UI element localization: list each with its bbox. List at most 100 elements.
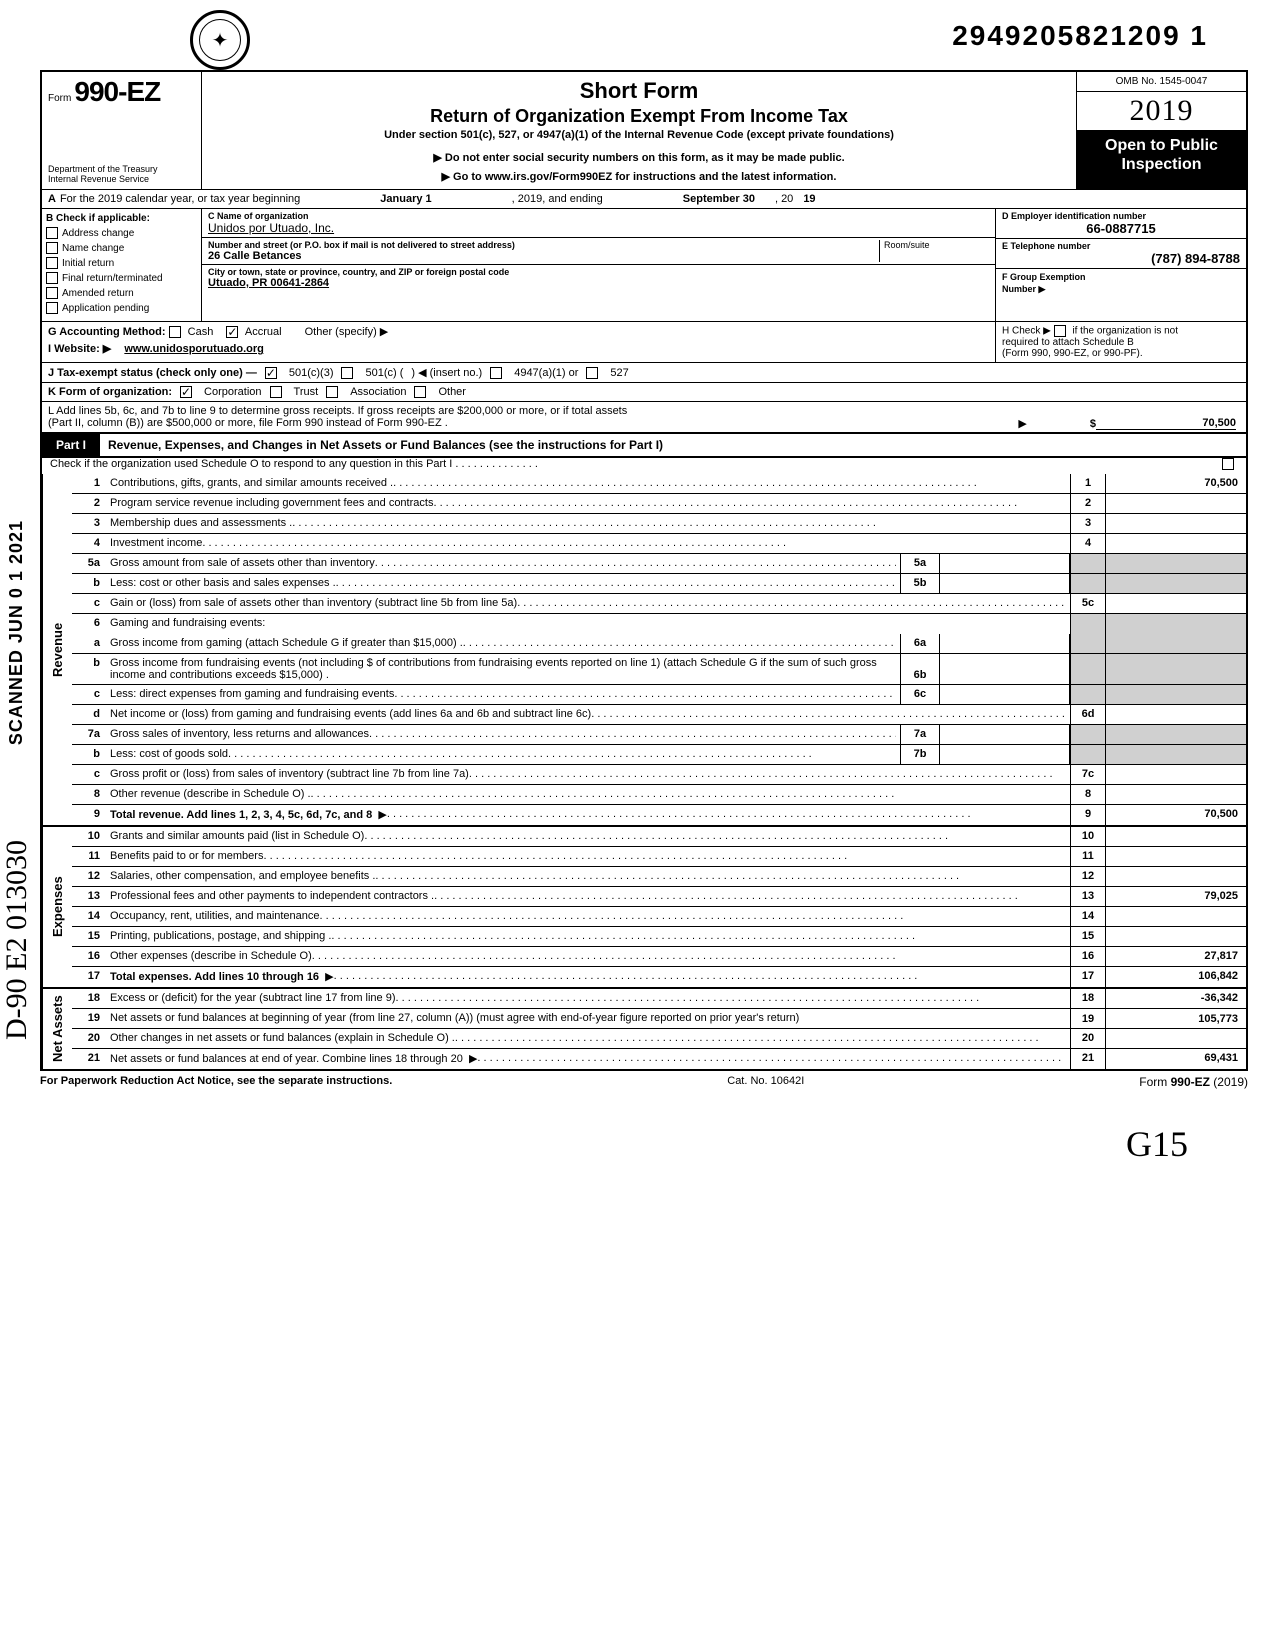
line-5a-value [1106,554,1246,573]
row-a-tax-year: A For the 2019 calendar year, or tax yea… [40,189,1248,209]
lbl-amended-return: Amended return [62,288,134,299]
dept-irs: Internal Revenue Service [48,175,195,185]
line-11: 11 Benefits paid to or for members 11 [72,847,1246,867]
lbl-other-org: Other [438,386,466,398]
line-7b-midval [940,745,1070,764]
line-5b: b Less: cost or other basis and sales ex… [72,574,1246,594]
line-5a: 5a Gross amount from sale of assets othe… [72,554,1246,574]
footer-center: Cat. No. 10642I [727,1075,804,1089]
line-7b-mid: 7b [900,745,940,764]
chk-application-pending[interactable] [46,302,58,314]
chk-schedule-b[interactable] [1054,325,1066,337]
line-20-num: 20 [72,1029,106,1048]
line-10-text: Grants and similar amounts paid (list in… [110,830,364,843]
line-19: 19 Net assets or fund balances at beginn… [72,1009,1246,1029]
chk-501c3[interactable] [265,367,277,379]
page-footer: For Paperwork Reduction Act Notice, see … [40,1071,1248,1093]
line-19-value: 105,773 [1106,1009,1246,1028]
line-7b-num: b [72,745,106,764]
row-j: J Tax-exempt status (check only one) — 5… [40,362,1248,382]
chk-association[interactable] [326,386,338,398]
chk-527[interactable] [586,367,598,379]
org-name-value: Unidos por Utuado, Inc. [208,221,989,235]
tax-year-yr: 19 [803,193,815,205]
line-6a-value [1106,634,1246,653]
line-21-rnum: 21 [1070,1049,1106,1069]
line-3-value [1106,514,1246,533]
line-13: 13 Professional fees and other payments … [72,887,1246,907]
accounting-method-label: G Accounting Method: [48,326,166,338]
line-8: 8 Other revenue (describe in Schedule O)… [72,785,1246,805]
line-15-value [1106,927,1246,946]
line-5a-mid: 5a [900,554,940,573]
line-11-num: 11 [72,847,106,866]
tax-year-end: September 30 [683,193,755,205]
expenses-label: Expenses [42,827,72,987]
lbl-initial-return: Initial return [62,258,114,269]
line-21-value: 69,431 [1106,1049,1246,1069]
chk-schedule-o[interactable] [1222,458,1234,470]
chk-accrual[interactable] [226,326,238,338]
form-note-2: ▶ Go to www.irs.gov/Form990EZ for instru… [212,170,1066,183]
line-12-text: Salaries, other compensation, and employ… [110,870,375,883]
chk-4947[interactable] [490,367,502,379]
form-title-2: Return of Organization Exempt From Incom… [212,106,1066,127]
form-number: 990-EZ [74,76,160,107]
col-b-checkboxes: B Check if applicable: Address change Na… [42,209,202,321]
line-11-value [1106,847,1246,866]
chk-trust[interactable] [270,386,282,398]
line-7b-value [1106,745,1246,764]
tax-exempt-label: J Tax-exempt status (check only one) — [48,367,257,379]
chk-address-change[interactable] [46,227,58,239]
line-5b-rnum [1070,574,1106,593]
line-3-text: Membership dues and assessments . [110,517,292,530]
line-6a-mid: 6a [900,634,940,653]
revenue-label: Revenue [42,474,72,825]
line-7a-value [1106,725,1246,744]
city-value: Utuado, PR 00641-2864 [208,277,989,289]
lbl-accrual: Accrual [245,326,282,338]
inspection-line-1: Open to Public [1079,136,1244,155]
line-2-text: Program service revenue including govern… [110,497,433,510]
line-21-num: 21 [72,1049,106,1069]
line-20-rnum: 20 [1070,1029,1106,1048]
form-of-org-label: K Form of organization: [48,386,172,398]
chk-amended-return[interactable] [46,287,58,299]
line-4-rnum: 4 [1070,534,1106,553]
line-6c-text: Less: direct expenses from gaming and fu… [110,688,394,701]
row-l-text-1: L Add lines 5b, 6c, and 7b to line 9 to … [48,405,1240,417]
scanned-stamp: SCANNED JUN 0 1 2021 [6,520,27,745]
chk-initial-return[interactable] [46,257,58,269]
row-a-text: For the 2019 calendar year, or tax year … [60,193,300,205]
form-label: Form [48,93,71,104]
line-19-text: Net assets or fund balances at beginning… [106,1009,1070,1028]
line-4: 4 Investment income 4 [72,534,1246,554]
inspection-line-2: Inspection [1079,155,1244,174]
chk-501c[interactable] [341,367,353,379]
handwritten-code: D-90 E2 013030 [0,840,34,1040]
line-16-num: 16 [72,947,106,966]
signature-mark: G15 [40,1123,1188,1165]
line-20: 20 Other changes in net assets or fund b… [72,1029,1246,1049]
col-b-header: B Check if applicable: [46,213,197,224]
line-17: 17 Total expenses. Add lines 10 through … [72,967,1246,987]
part-1-sub: Check if the organization used Schedule … [40,458,1248,474]
line-6-num: 6 [72,614,106,634]
header-center: Short Form Return of Organization Exempt… [202,72,1076,189]
line-19-num: 19 [72,1009,106,1028]
line-12: 12 Salaries, other compensation, and emp… [72,867,1246,887]
chk-name-change[interactable] [46,242,58,254]
lbl-address-change: Address change [62,228,134,239]
irs-seal-icon: ✦ [190,10,250,70]
chk-other-org[interactable] [414,386,426,398]
tax-year-begin: January 1 [380,193,431,205]
chk-cash[interactable] [169,326,181,338]
chk-final-return[interactable] [46,272,58,284]
line-17-text: Total expenses. Add lines 10 through 16 [110,971,319,983]
line-7c-rnum: 7c [1070,765,1106,784]
line-1-text: Contributions, gifts, grants, and simila… [110,477,393,490]
chk-corporation[interactable] [180,386,192,398]
net-assets-label: Net Assets [42,989,72,1069]
line-6d: d Net income or (loss) from gaming and f… [72,705,1246,725]
row-l-text-2: (Part II, column (B)) are $500,000 or mo… [48,417,448,429]
